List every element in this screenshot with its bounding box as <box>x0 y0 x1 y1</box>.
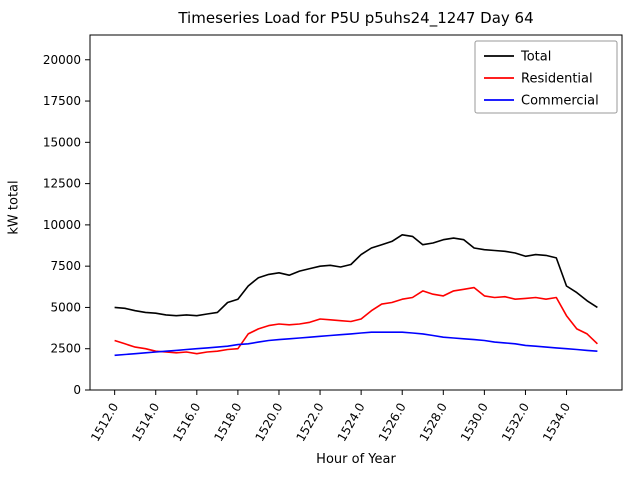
legend-label-commercial: Commercial <box>521 94 599 109</box>
y-tick-label: 15000 <box>43 135 81 149</box>
y-tick-label: 10000 <box>43 218 81 232</box>
x-tick-label: 1520.0 <box>252 401 285 444</box>
y-tick-label: 0 <box>73 383 81 397</box>
plot-border <box>89 34 623 391</box>
y-tick-label: 20000 <box>43 53 81 67</box>
y-tick-label: 7500 <box>50 259 81 273</box>
y-tick-label: 12500 <box>43 177 81 191</box>
x-tick-label: 1512.0 <box>88 401 121 444</box>
legend-box <box>474 40 618 114</box>
series-residential-line <box>114 286 598 355</box>
x-axis-label: Hour of Year <box>316 452 396 467</box>
y-tick-label: 2500 <box>50 342 81 356</box>
legend-label-total: Total <box>520 50 551 65</box>
y-tick-label: 5000 <box>50 300 81 314</box>
x-tick-label: 1530.0 <box>458 401 491 444</box>
x-tick-label: 1516.0 <box>170 401 203 444</box>
series-commercial-line <box>114 331 598 357</box>
legend-label-residential: Residential <box>521 72 593 87</box>
x-tick-label: 1524.0 <box>335 401 368 444</box>
x-tick-label: 1528.0 <box>417 401 450 444</box>
x-tick-label: 1522.0 <box>294 401 327 444</box>
x-tick-label: 1514.0 <box>129 401 162 444</box>
x-tick-label: 1534.0 <box>540 401 573 444</box>
x-tick-label: 1518.0 <box>211 401 244 444</box>
y-tick-label: 17500 <box>43 94 81 108</box>
x-tick-label: 1532.0 <box>499 401 532 444</box>
series-total-line <box>114 234 598 317</box>
chart-title: Timeseries Load for P5U p5uhs24_1247 Day… <box>178 9 534 27</box>
x-tick-label: 1526.0 <box>376 401 409 444</box>
